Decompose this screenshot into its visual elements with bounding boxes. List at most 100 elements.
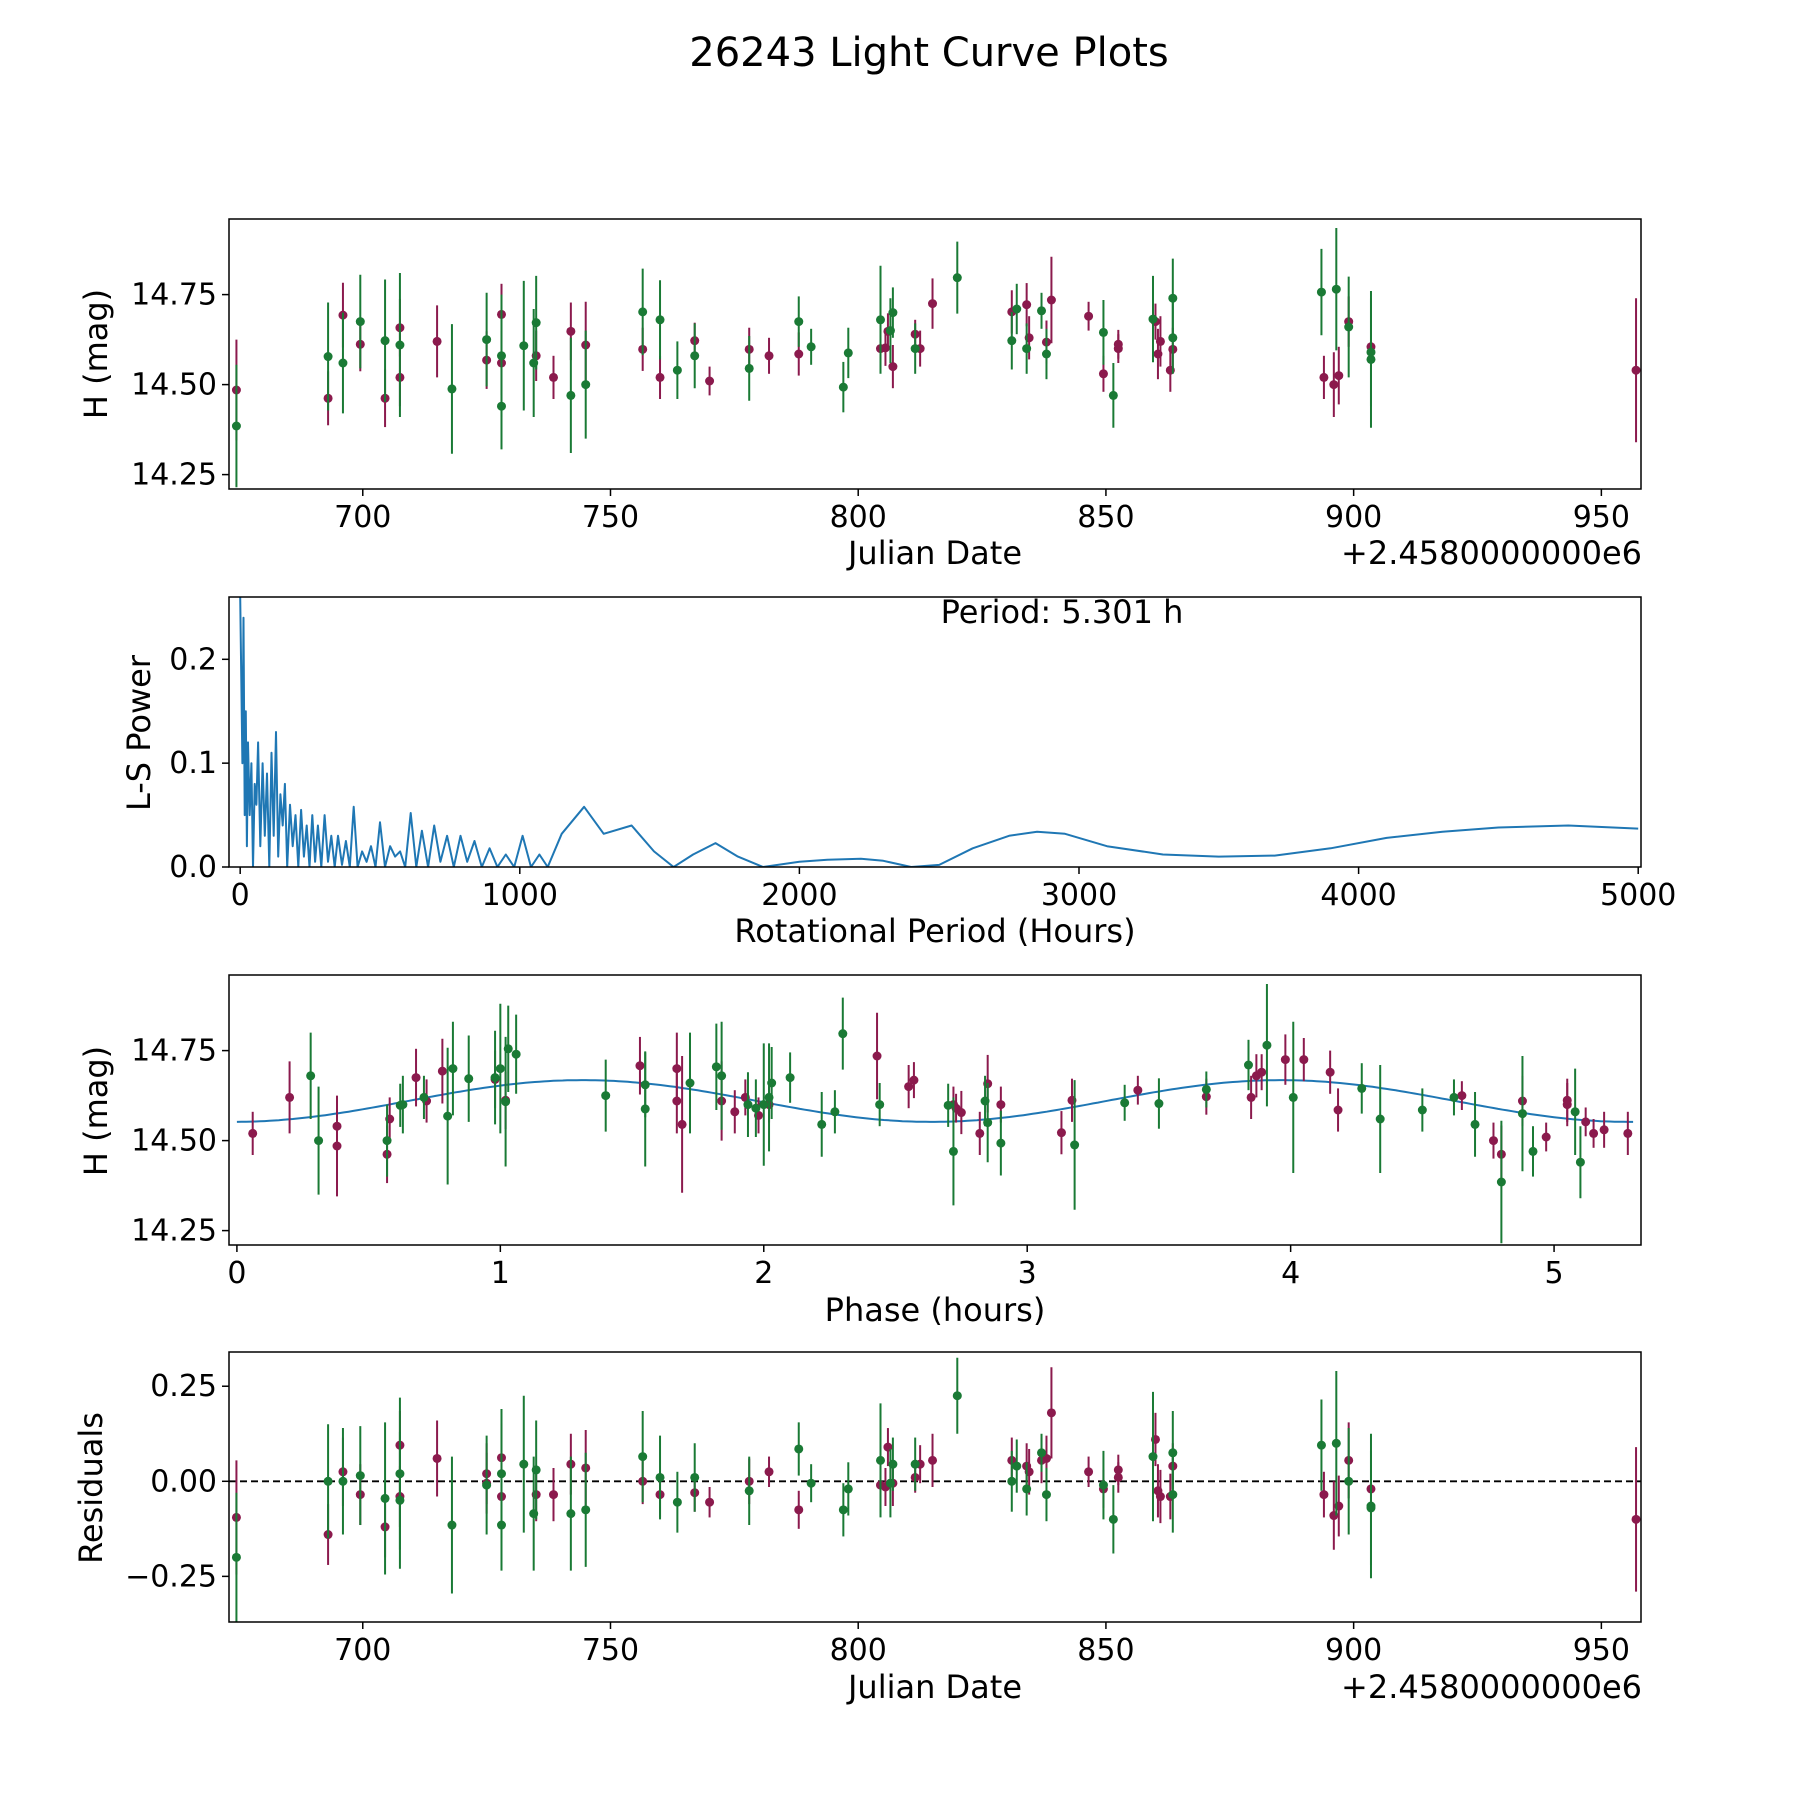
marker	[1007, 336, 1017, 346]
marker	[904, 1082, 914, 1092]
marker	[711, 1062, 721, 1072]
magenta-data-point	[672, 1068, 682, 1134]
marker	[231, 421, 241, 431]
marker	[1570, 1107, 1580, 1117]
green-data-point	[382, 1104, 392, 1177]
green-data-point	[314, 1086, 324, 1195]
marker	[496, 401, 506, 411]
green-data-point	[1344, 1428, 1354, 1535]
green-data-point	[690, 323, 700, 389]
green-data-point	[1449, 1079, 1459, 1116]
magenta-data-point	[705, 366, 715, 396]
green-data-point	[443, 1047, 453, 1185]
marker	[655, 1472, 665, 1482]
marker	[448, 1064, 458, 1074]
magenta-data-point	[975, 1111, 985, 1155]
magenta-data-point	[1046, 256, 1056, 344]
green-data-point	[655, 1435, 665, 1520]
green-data-point	[1288, 1021, 1298, 1173]
x-tick-label: 950	[1573, 1633, 1630, 1668]
marker	[323, 352, 333, 362]
magenta-data-point	[794, 1490, 804, 1529]
marker	[1201, 1084, 1211, 1094]
phased-frame	[228, 974, 1642, 1246]
marker	[1589, 1128, 1599, 1138]
marker	[306, 1071, 316, 1081]
marker	[764, 351, 774, 361]
marker	[1325, 1067, 1335, 1077]
green-data-point	[581, 1452, 591, 1567]
green-data-point	[1012, 1439, 1022, 1493]
marker	[843, 1484, 853, 1494]
magenta-data-point	[1113, 1462, 1123, 1493]
marker	[464, 1074, 474, 1084]
marker	[511, 1049, 521, 1059]
magenta-data-point	[332, 1095, 342, 1197]
green-data-point	[323, 302, 333, 411]
green-data-point	[1108, 1485, 1118, 1554]
green-data-point	[843, 1462, 853, 1516]
green-data-point	[817, 1092, 827, 1157]
marker	[1528, 1146, 1538, 1156]
magenta-data-point	[956, 1090, 966, 1135]
green-data-point	[395, 1431, 405, 1569]
marker	[794, 317, 804, 327]
y-tick-label: 14.75	[131, 278, 217, 313]
y-tick-label: 0.25	[150, 1369, 217, 1404]
marker	[1488, 1136, 1498, 1146]
residuals-plot-area	[229, 1357, 1641, 1622]
green-data-point	[1575, 1126, 1585, 1199]
residuals-y-label: Residuals	[72, 1412, 110, 1564]
marker	[332, 1141, 342, 1151]
magenta-data-point	[437, 1038, 447, 1104]
phased-y-label: H (mag)	[77, 1046, 115, 1176]
green-data-point	[910, 1437, 920, 1491]
green-data-point	[1120, 1084, 1130, 1121]
periodogram-y-label: L-S Power	[120, 654, 158, 811]
lightcurve-frame	[228, 218, 1642, 490]
marker	[1041, 1490, 1051, 1500]
x-tick-label: 900	[1325, 1633, 1382, 1668]
marker	[744, 363, 754, 373]
marker	[705, 376, 715, 386]
phased-light-curve-panel: Phase (hours) H (mag) 0 1 2 3 4 5 14.25 14.50 14…	[77, 974, 1642, 1329]
marker	[496, 1520, 506, 1530]
magenta-data-point	[1457, 1081, 1467, 1110]
magenta-data-point	[1631, 298, 1641, 443]
light-curve-offset-label: +2.4580000000e6	[1341, 534, 1642, 572]
magenta-data-point	[764, 1456, 774, 1487]
x-tick-label: 700	[334, 500, 391, 535]
green-data-point	[875, 1083, 885, 1127]
magenta-data-point	[705, 1487, 715, 1518]
marker	[382, 1136, 392, 1146]
green-data-point	[355, 274, 365, 369]
marker	[876, 315, 886, 325]
y-tick-label: 14.25	[131, 458, 217, 493]
marker	[503, 1044, 513, 1054]
marker	[285, 1092, 295, 1102]
green-data-point	[838, 997, 848, 1070]
marker	[996, 1100, 1006, 1110]
x-tick-label: 4000	[1320, 878, 1396, 913]
marker	[1541, 1132, 1551, 1142]
marker	[885, 1478, 895, 1488]
marker	[581, 1505, 591, 1515]
marker	[888, 362, 898, 372]
green-data-point	[338, 1428, 348, 1535]
marker	[1517, 1109, 1527, 1119]
marker	[443, 1111, 453, 1121]
green-data-point	[519, 1395, 529, 1533]
marker	[1631, 365, 1641, 375]
marker	[794, 349, 804, 359]
x-tick-label: 700	[334, 1633, 391, 1668]
green-data-point	[983, 1083, 993, 1163]
magenta-data-point	[1333, 1088, 1343, 1132]
green-data-point	[1012, 283, 1022, 335]
marker	[909, 1075, 919, 1085]
marker	[1084, 311, 1094, 321]
magenta-data-point	[1623, 1111, 1633, 1155]
marker	[531, 318, 541, 328]
marker	[1329, 380, 1339, 390]
marker	[1098, 1480, 1108, 1490]
